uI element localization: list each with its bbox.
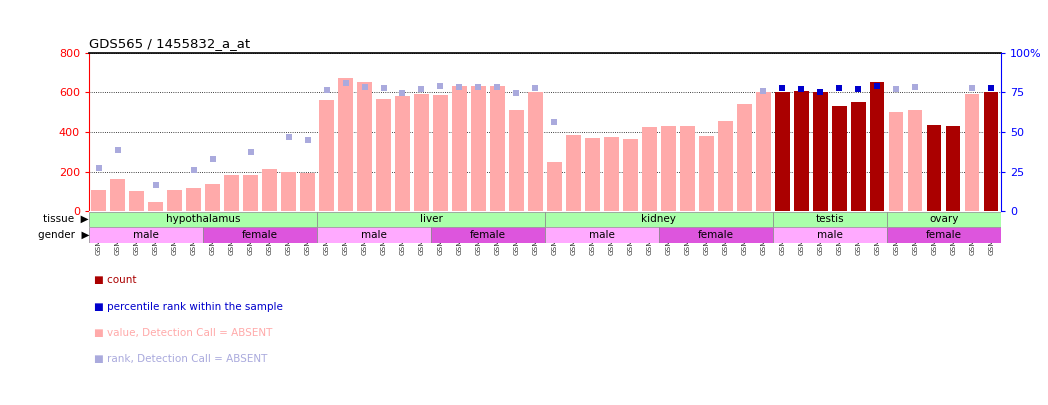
Bar	[316, 228, 431, 243]
Bar	[586, 138, 599, 211]
Bar	[605, 137, 618, 211]
Text: ■ value, Detection Call = ABSENT: ■ value, Detection Call = ABSENT	[94, 328, 272, 338]
Bar	[224, 175, 239, 211]
Text: hypothalamus: hypothalamus	[166, 214, 240, 224]
Bar	[965, 94, 980, 211]
Bar	[776, 92, 789, 211]
Bar	[772, 211, 887, 227]
Bar	[887, 228, 1001, 243]
Bar	[642, 127, 656, 211]
Bar	[262, 168, 277, 211]
Text: male: male	[589, 230, 615, 240]
Bar	[168, 190, 181, 211]
Bar	[680, 126, 695, 211]
Bar	[431, 228, 545, 243]
Bar	[339, 79, 352, 211]
Bar	[130, 192, 144, 211]
Bar	[890, 112, 903, 211]
Bar	[316, 211, 545, 227]
Bar	[794, 91, 808, 211]
Bar	[946, 126, 960, 211]
Text: female: female	[242, 230, 278, 240]
Bar	[89, 211, 316, 227]
Bar	[927, 125, 941, 211]
Text: gender  ▶: gender ▶	[38, 230, 89, 240]
Bar	[91, 190, 106, 211]
Bar	[624, 139, 637, 211]
Bar	[395, 96, 410, 211]
Bar	[203, 228, 316, 243]
Bar	[376, 99, 391, 211]
Bar	[566, 135, 581, 211]
Bar	[870, 82, 885, 211]
Bar	[661, 126, 676, 211]
Text: male: male	[362, 230, 387, 240]
Bar	[320, 100, 333, 211]
Text: ■ count: ■ count	[94, 275, 137, 286]
Bar	[509, 110, 524, 211]
Bar	[738, 104, 751, 211]
Bar	[909, 110, 922, 211]
Bar	[659, 228, 772, 243]
Bar	[718, 121, 733, 211]
Text: testis: testis	[815, 214, 845, 224]
Bar	[357, 82, 372, 211]
Bar	[205, 183, 220, 211]
Bar	[453, 86, 466, 211]
Text: female: female	[698, 230, 734, 240]
Text: female: female	[470, 230, 506, 240]
Bar	[301, 173, 314, 211]
Text: male: male	[133, 230, 159, 240]
Bar	[89, 228, 203, 243]
Bar	[187, 188, 200, 211]
Bar	[545, 228, 659, 243]
Text: female: female	[925, 230, 962, 240]
Bar	[547, 162, 562, 211]
Bar	[832, 106, 847, 211]
Bar	[149, 202, 162, 211]
Bar	[545, 211, 772, 227]
Bar	[282, 172, 296, 211]
Bar	[110, 179, 125, 211]
Text: GDS565 / 1455832_a_at: GDS565 / 1455832_a_at	[89, 37, 250, 50]
Text: tissue  ▶: tissue ▶	[43, 214, 89, 224]
Bar	[851, 102, 866, 211]
Bar	[414, 94, 429, 211]
Text: kidney: kidney	[641, 214, 676, 224]
Bar	[887, 211, 1001, 227]
Bar	[434, 95, 447, 211]
Bar	[490, 86, 504, 211]
Bar	[528, 92, 543, 211]
Bar	[243, 175, 258, 211]
Bar	[472, 86, 485, 211]
Bar	[699, 136, 714, 211]
Bar	[984, 92, 999, 211]
Text: liver: liver	[419, 214, 442, 224]
Text: ovary: ovary	[930, 214, 959, 224]
Text: ■ rank, Detection Call = ABSENT: ■ rank, Detection Call = ABSENT	[94, 354, 267, 364]
Bar	[813, 92, 828, 211]
Text: male: male	[817, 230, 843, 240]
Bar	[772, 228, 887, 243]
Text: ■ percentile rank within the sample: ■ percentile rank within the sample	[94, 302, 283, 312]
Bar	[757, 92, 770, 211]
